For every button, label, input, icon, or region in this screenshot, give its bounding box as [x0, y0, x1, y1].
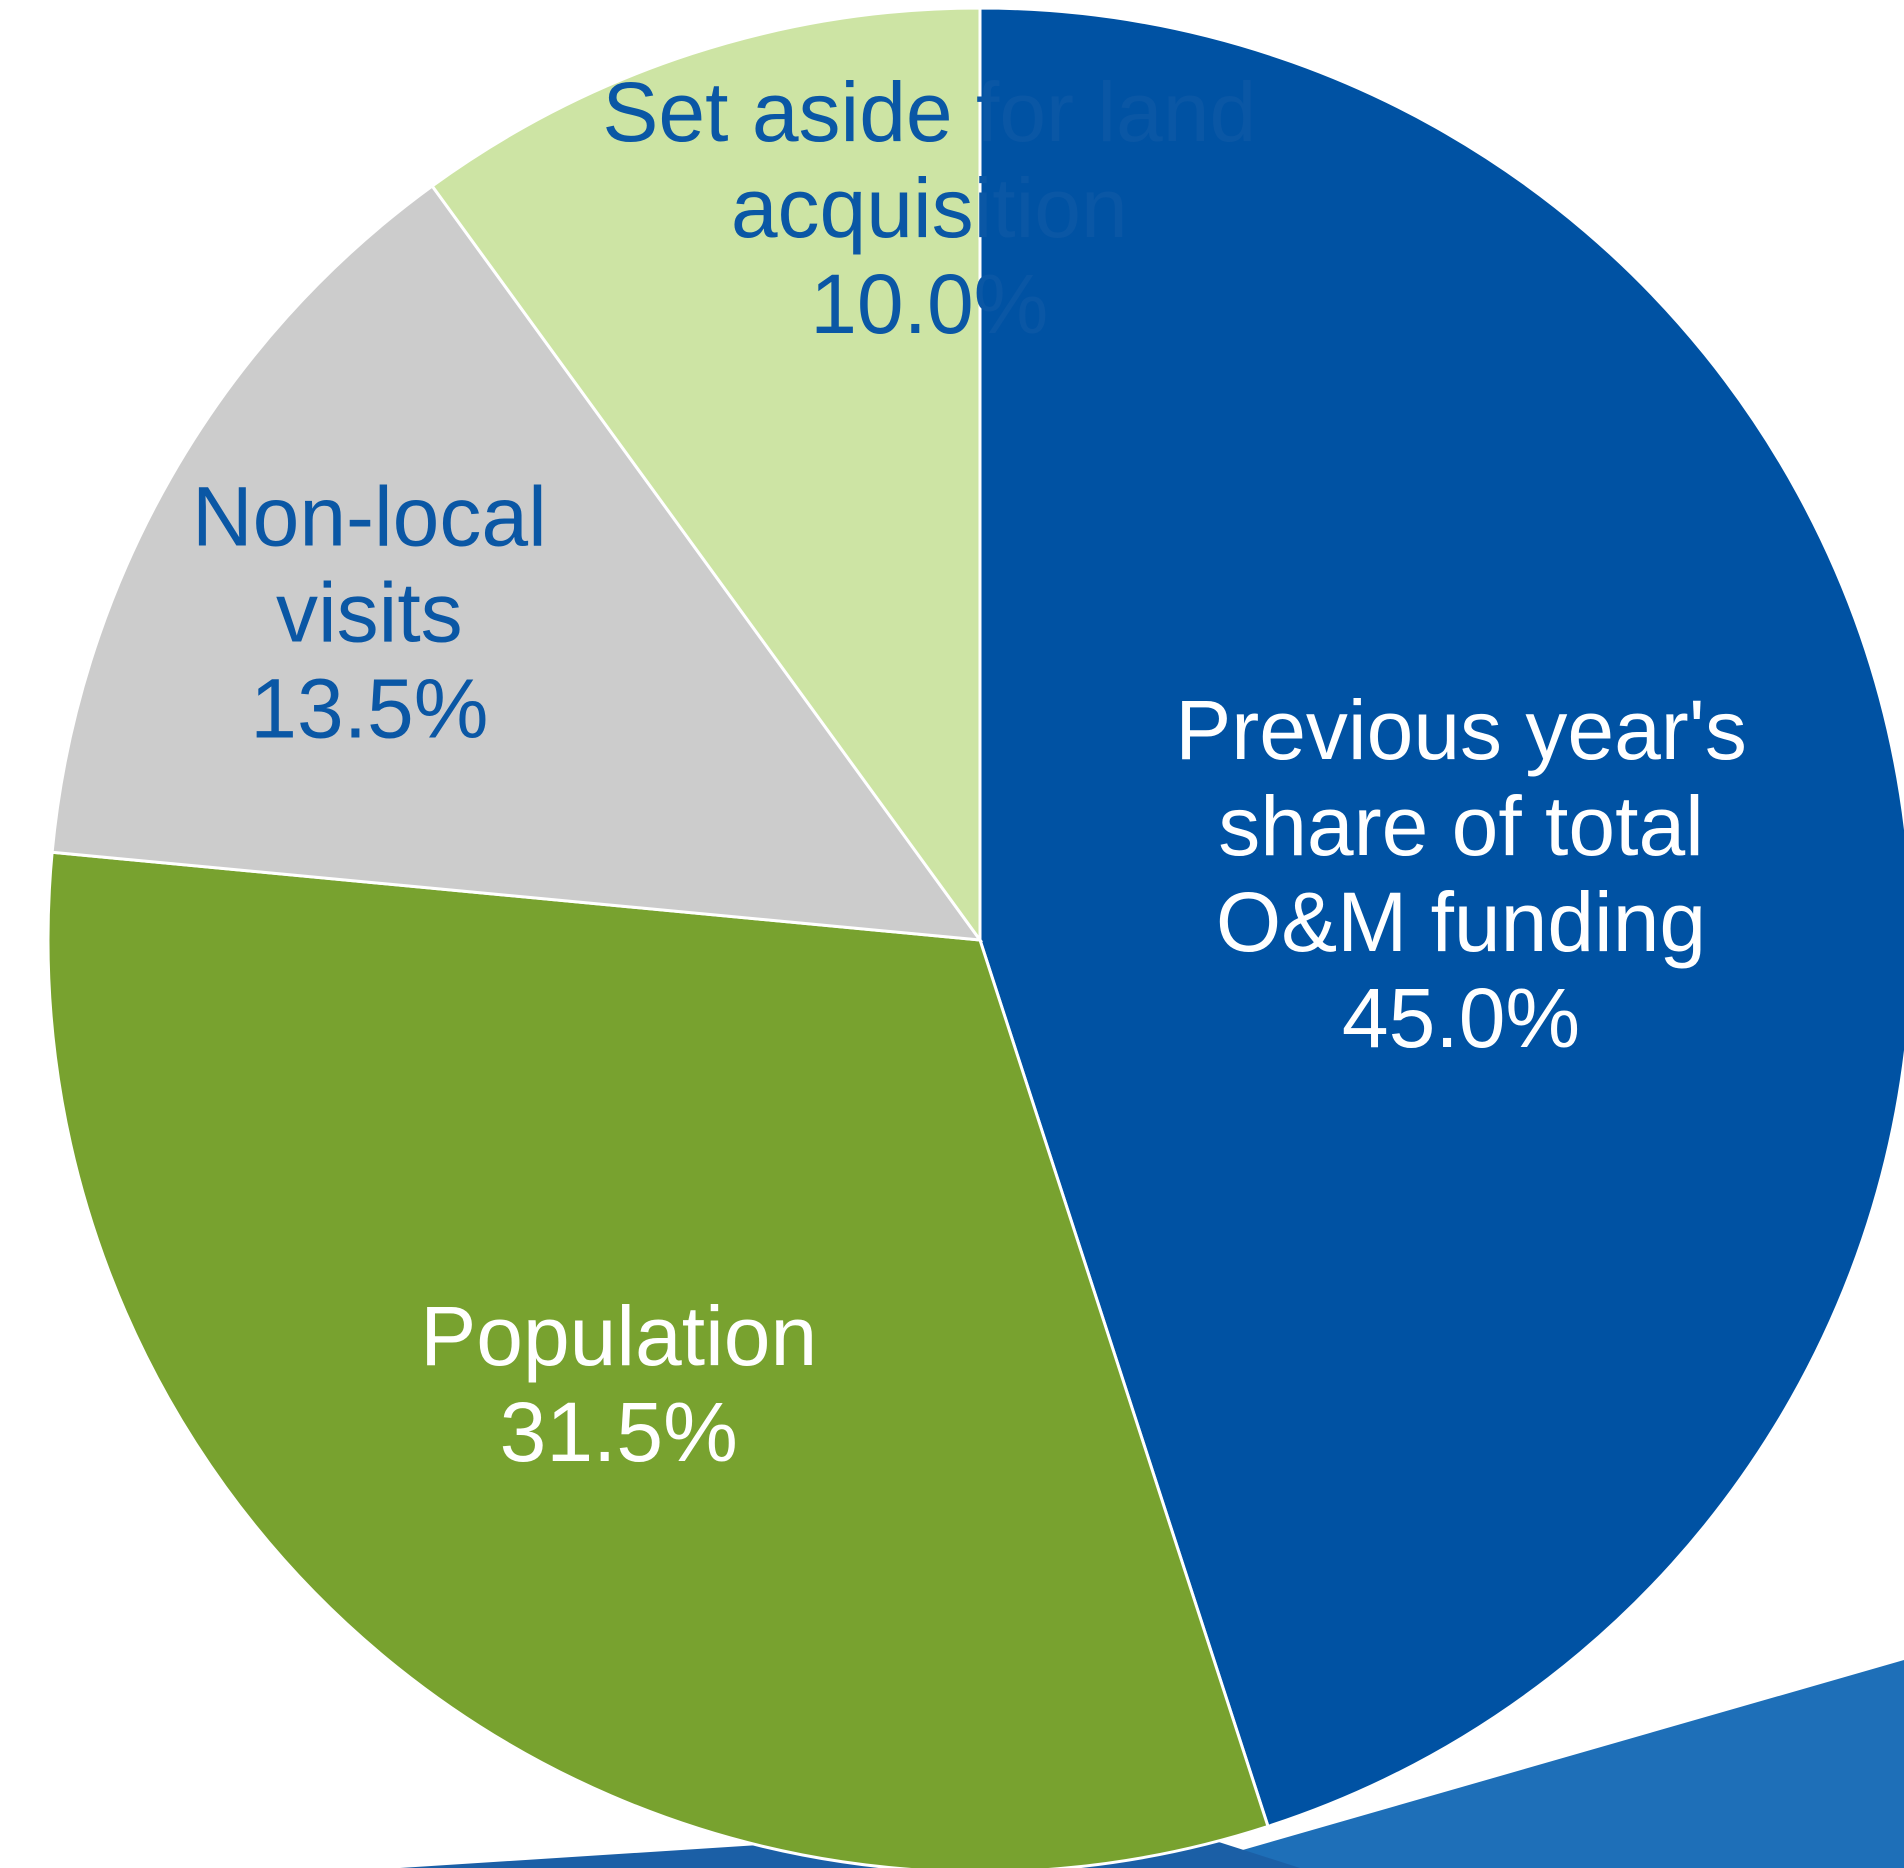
pie-category-label: acquisition	[731, 161, 1128, 255]
pie-slice-set-aside-for-land-acquisition	[430, 6, 982, 945]
pie-value-label: 10.0%	[810, 257, 1048, 351]
pie-category-label: Non-local	[192, 470, 547, 564]
pie-data-label: Set aside for land acquisition 10.0%	[602, 65, 1256, 351]
pie-value-label: 45.0%	[1342, 971, 1580, 1065]
pie-data-label: Previous year's share of total O&M funding…	[1175, 683, 1747, 1065]
background-swoosh-band	[1180, 1660, 1904, 1868]
pie-category-label: Population	[420, 1289, 817, 1383]
pie-slice-previous-year-s-share-of-total-o-m-funding	[978, 6, 1904, 1829]
pie-category-label: share of total	[1218, 779, 1704, 873]
pie-category-label: O&M funding	[1216, 875, 1706, 969]
pie-category-label: Previous year's	[1175, 683, 1747, 777]
pie-data-label: Population 31.5%	[420, 1289, 817, 1479]
pie-value-label: 31.5%	[500, 1385, 738, 1479]
pie-labels: Previous year's share of total O&M funding…	[192, 65, 1747, 1479]
pie-category-label: visits	[276, 566, 463, 660]
pie-slices	[46, 6, 1904, 1868]
pie-slice-non-local-visits	[50, 183, 984, 942]
pie-slice-population	[46, 850, 1270, 1868]
pie-data-label: Non-local visits 13.5%	[192, 470, 547, 756]
pie-value-label: 13.5%	[250, 662, 488, 756]
pie-category-label: Set aside for land	[602, 65, 1256, 159]
